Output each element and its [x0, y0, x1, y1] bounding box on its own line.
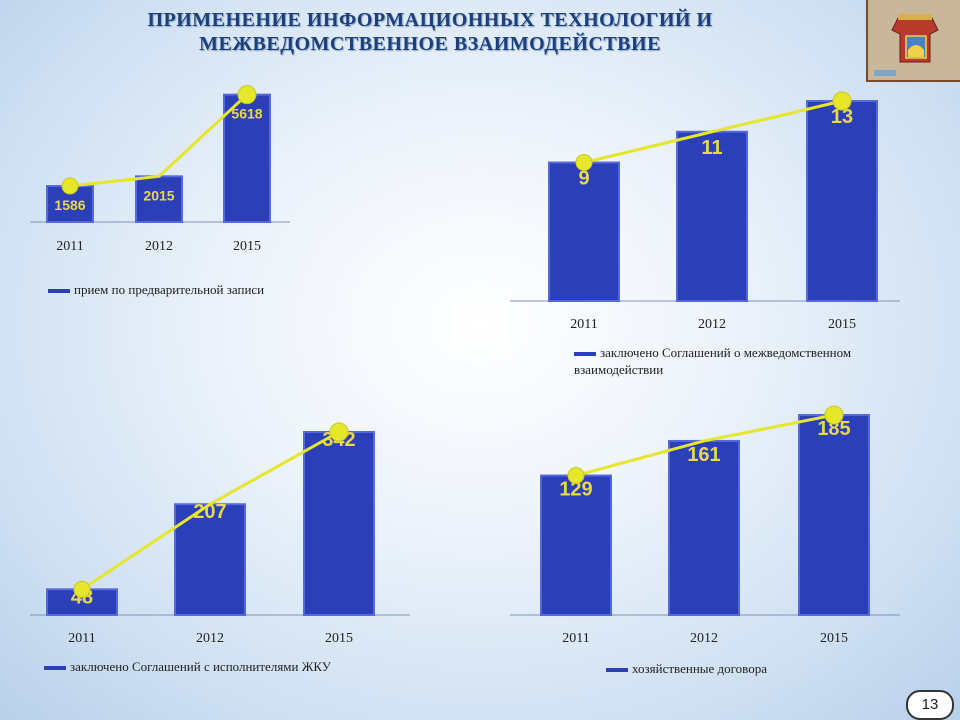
- chart-2-value-label: 13: [831, 106, 853, 128]
- chart-4-tick-label: 2011: [562, 631, 589, 646]
- chart-2-trend-line: [583, 99, 843, 164]
- legend-label: прием по предварительной записи: [74, 282, 265, 297]
- chart-1-bar-2011: [46, 185, 94, 223]
- title-line-1: ПРИМЕНЕНИЕ ИНФОРМАЦИОННЫХ ТЕХНОЛОГИЙ И: [147, 9, 713, 31]
- chart-3-tick-label: 2015: [325, 631, 353, 646]
- chart-3-value-label: 48: [71, 586, 93, 608]
- legend-swatch: [44, 666, 66, 671]
- legend-swatch: [574, 352, 596, 357]
- chart-3-bar-2015: [303, 431, 375, 616]
- chart-1-trend-point: [237, 85, 257, 105]
- chart-1-trend-point: [61, 177, 79, 195]
- chart-2-bar-2015: [806, 100, 878, 302]
- chart-2-bar-2012: [676, 130, 748, 302]
- chart-1-tick-label: 2015: [233, 239, 261, 254]
- emblem-logo: [866, 0, 960, 82]
- chart-3-bar-2011: [46, 588, 118, 617]
- chart-3-trend-point: [329, 422, 349, 442]
- chart-3-trend-point: [73, 580, 91, 598]
- legend-swatch: [606, 668, 628, 673]
- chart-1-value-label: 2015: [143, 187, 174, 203]
- chart-3-trend-line: [81, 430, 340, 591]
- legend-swatch: [48, 289, 70, 294]
- chart-2-tick-label: 2011: [570, 317, 597, 332]
- chart-1-bar-2015: [223, 93, 271, 223]
- legend-label: хозяйственные договора: [632, 661, 767, 676]
- chart-1-trend-line: [69, 93, 249, 188]
- chart-2-bar-2011: [548, 161, 620, 302]
- chart-4-tick-label: 2012: [690, 631, 718, 646]
- chart-4-value-label: 129: [559, 479, 592, 501]
- chart-2-tick-label: 2015: [828, 317, 856, 332]
- legend-label: заключено Соглашений о межведомственном …: [574, 345, 852, 377]
- chart-1-value-label: 1586: [54, 197, 85, 213]
- legend-chart-3: заключено Соглашений с исполнителями ЖКУ: [44, 658, 414, 675]
- legend-chart-2: заключено Соглашений о межведомственном …: [574, 344, 894, 378]
- legend-chart-4: хозяйственные договора: [606, 660, 866, 677]
- chart-3-value-label: 207: [193, 501, 226, 523]
- chart-4-bar-2011: [540, 474, 612, 616]
- chart-4-trend-point: [824, 405, 844, 425]
- chart-4-value-label: 161: [687, 444, 720, 466]
- chart-3-tick-label: 2012: [196, 631, 224, 646]
- chart-2-value-label: 9: [578, 168, 589, 190]
- chart-4-value-label: 185: [817, 418, 850, 440]
- chart-4-trend-point: [567, 467, 585, 485]
- chart-3-bar-2012: [174, 503, 246, 617]
- chart-2-trend-point: [575, 154, 593, 172]
- page-number-badge: 13: [906, 690, 954, 720]
- title-line-2: МЕЖВЕДОМСТВЕННОЕ ВЗАИМОДЕЙСТВИЕ: [199, 33, 661, 55]
- legend-chart-1: прием по предварительной записи: [48, 281, 308, 298]
- chart-4-bar-2015: [798, 414, 870, 616]
- legend-label: заключено Соглашений с исполнителями ЖКУ: [70, 659, 331, 674]
- chart-4-tick-label: 2015: [820, 631, 848, 646]
- chart-1-tick-label: 2012: [145, 239, 173, 254]
- page-title: ПРИМЕНЕНИЕ ИНФОРМАЦИОННЫХ ТЕХНОЛОГИЙ И М…: [0, 8, 860, 56]
- chart-2-tick-label: 2012: [698, 317, 726, 332]
- chart-4-bar-2012: [668, 439, 740, 616]
- chart-3-value-label: 342: [322, 429, 355, 451]
- chart-1-value-label: 5618: [231, 106, 262, 122]
- chart-3-tick-label: 2011: [68, 631, 95, 646]
- chart-1-bar-2012: [135, 175, 183, 223]
- chart-1-tick-label: 2011: [56, 239, 83, 254]
- chart-2-trend-point: [832, 91, 852, 111]
- emblem-icon: [870, 0, 960, 78]
- chart-4-trend-line: [575, 413, 835, 477]
- chart-2-value-label: 11: [701, 137, 722, 159]
